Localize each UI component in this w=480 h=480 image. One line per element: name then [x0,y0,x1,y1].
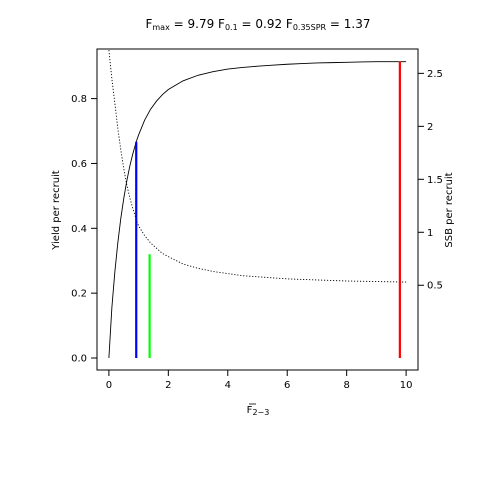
y-right-tick-label: 0.5 [427,281,443,292]
y-left-tick-label: 0.8 [71,94,87,105]
title-fspr-sub: 0.35SPR [293,23,327,32]
y-right-tick-label: 2 [427,122,433,133]
x-axis-title-main: F [247,405,253,416]
y-left-tick-label: 0.0 [71,354,87,365]
x-axis-title: F2−3 [247,405,270,417]
x-tick-label: 2 [165,380,171,391]
y-left-tick-label: 0.2 [71,289,87,300]
title-f01-sub: 0.1 [225,23,238,32]
chart-title: Fmax = 9.79 F0.1 = 0.92 F0.35SPR = 1.37 [145,17,370,32]
y-axis-right: 0.5 1 1.5 2 2.5 [418,69,443,292]
y-right-tick-label: 2.5 [427,69,443,80]
y-right-tick-label: 1 [427,228,433,239]
x-tick-label: 8 [343,380,349,391]
title-fspr-value: 1.37 [344,17,371,31]
x-axis-title-sub: 2−3 [252,408,269,417]
yield-per-recruit-line [108,61,407,359]
x-tick-label: 6 [284,380,290,391]
y-left-tick-label: 0.6 [71,159,87,170]
title-f01-value: 0.92 [255,17,282,31]
plot-frame [96,48,419,371]
y-left-tick-label: 0.4 [71,224,87,235]
y-axis-left: 0.0 0.2 0.4 0.6 0.8 [71,94,97,365]
title-f01-label: F [218,17,225,31]
x-tick-label: 4 [225,380,231,391]
plot-area [108,50,407,359]
x-tick-label: 0 [106,380,112,391]
ssb-per-recruit-line [108,50,407,283]
title-fmax-label: F [145,17,152,31]
title-fspr-label: F [286,17,293,31]
x-tick-label: 10 [400,380,413,391]
y-axis-left-title: Yield per recruit [51,170,62,251]
y-right-tick-label: 1.5 [427,175,443,186]
y-axis-right-title: SSB per recruit [444,172,455,247]
title-fmax-sub: max [152,23,170,32]
title-fmax-value: 9.79 [188,17,215,31]
x-axis: 0 2 4 6 8 10 [106,369,413,391]
